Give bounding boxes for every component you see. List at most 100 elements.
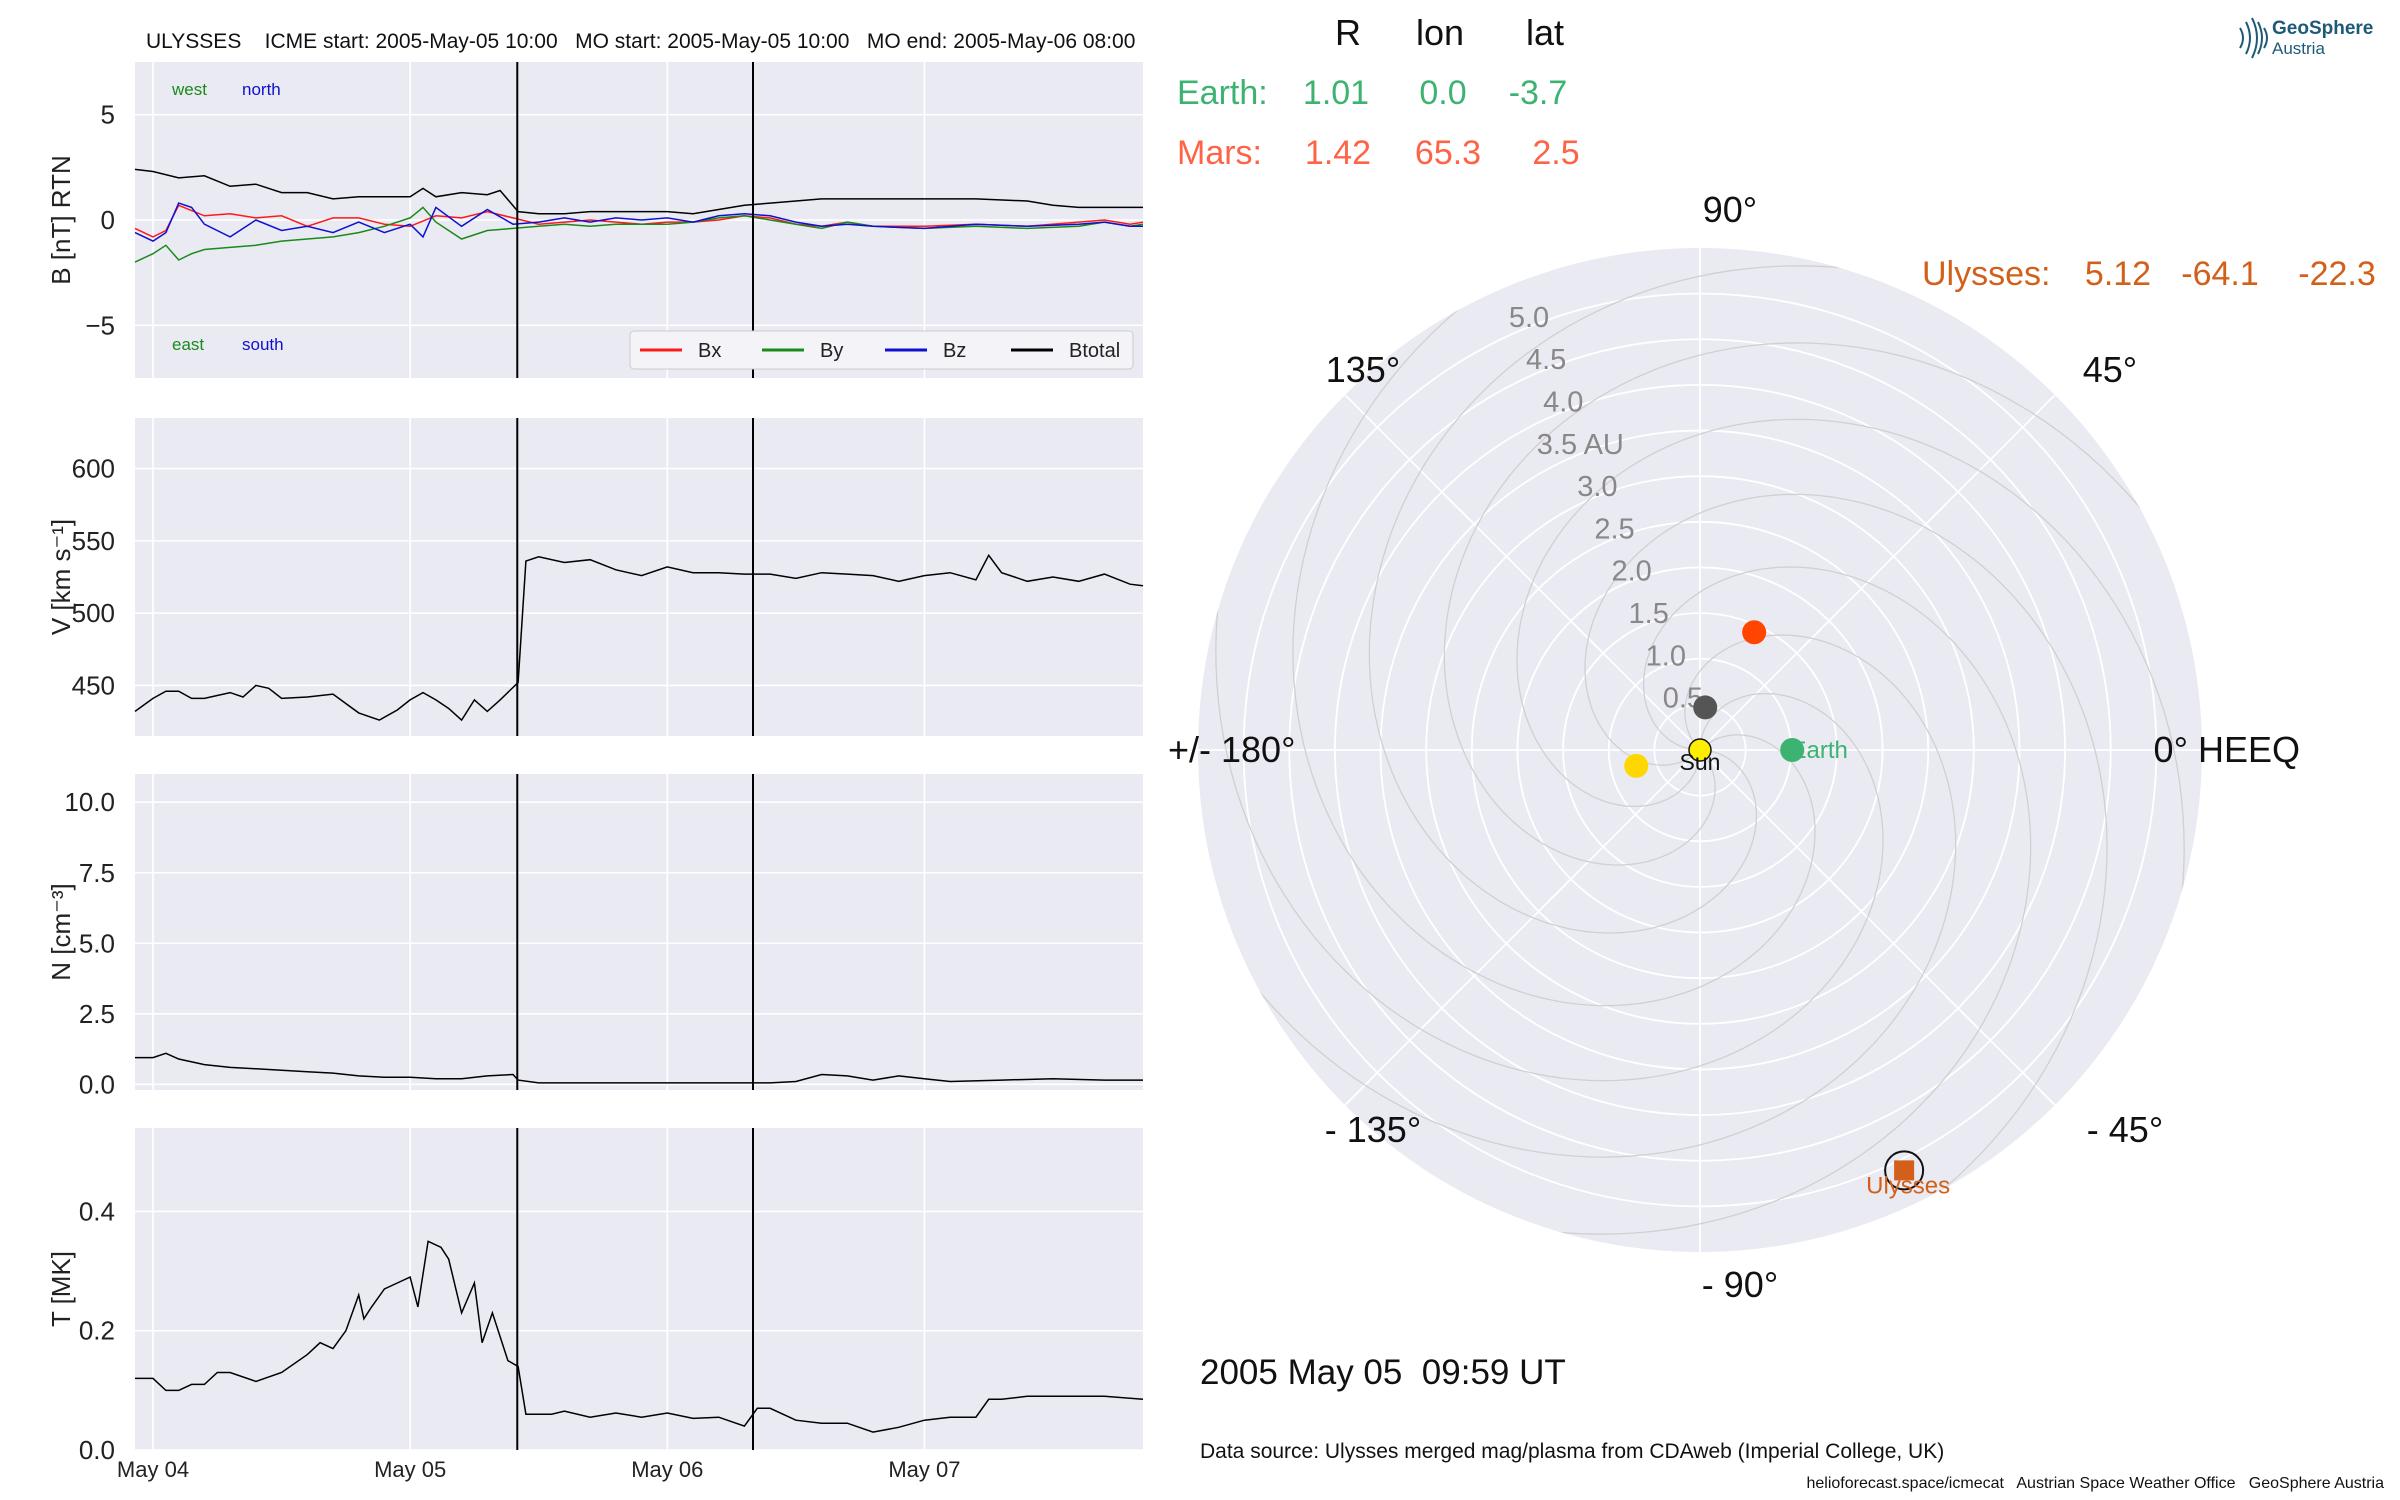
- spiral-line: [1237, 634, 1957, 1158]
- data-source: Data source: Ulysses merged mag/plasma f…: [1200, 1440, 1944, 1463]
- ulysses-label: Ulysses:: [1922, 255, 2050, 293]
- r-tick-label: 1.0: [1646, 640, 1686, 672]
- r-tick-label: 2.0: [1611, 556, 1651, 588]
- panel-background: [135, 1128, 1143, 1450]
- panel-3: 0.0 2.5 5.0 7.5 10.0 N [cm⁻³]: [46, 774, 1143, 1099]
- r-tick-label: 4.0: [1543, 386, 1583, 418]
- mars-marker: [1742, 620, 1767, 645]
- earth-lat: -3.7: [1509, 74, 1568, 112]
- x-tick-label: May 05: [374, 1457, 446, 1482]
- series-line-bx: [134, 204, 1144, 238]
- geosphere-logo: GeoSphere Austria: [2239, 17, 2373, 59]
- panel-background: [135, 418, 1143, 736]
- legend-label: Bx: [698, 340, 721, 362]
- position-table: R lon lat Earth: 1.01 0.0 -3.7 Mars: 1.4…: [1177, 12, 2376, 293]
- r-tick-label: 3.5 AU: [1537, 429, 1624, 461]
- ulysses-lon: -64.1: [2181, 255, 2259, 293]
- y-tick-label: 550: [72, 526, 115, 556]
- panel-background: [135, 774, 1143, 1090]
- credits: helioforecast.space/icmecat Austrian Spa…: [1807, 1475, 2385, 1492]
- series-line-btotal: [134, 168, 1143, 215]
- angle-tick-label: 90°: [1703, 189, 1757, 230]
- y-tick-label: 0.0: [79, 1435, 115, 1465]
- spiral-line: [1516, 418, 2185, 926]
- logo-line2: Austria: [2272, 39, 2325, 58]
- logo-mark-icon: [2239, 17, 2268, 59]
- legend-label: Btotal: [1069, 340, 1120, 362]
- spiral-line: [1368, 265, 1876, 934]
- y-tick-label: 0.0: [79, 1069, 115, 1099]
- angle-tick-label: 135°: [1326, 349, 1400, 390]
- corner-label-south: south: [242, 335, 284, 354]
- angular-grid-line: [1699, 749, 2056, 1106]
- polar-plot: 0.51.01.52.02.53.03.5 AU4.04.55.00° HEEQ…: [1168, 189, 2300, 1305]
- y-tick-label: 0.4: [79, 1196, 115, 1226]
- table-header-lat: lat: [1526, 12, 1564, 53]
- y-tick-label: 600: [72, 454, 115, 484]
- r-tick-label: 4.5: [1526, 344, 1566, 376]
- timestamp: 2005 May 05 09:59 UT: [1200, 1353, 1566, 1392]
- earth-r: 1.01: [1303, 74, 1369, 112]
- spiral-line: [1443, 342, 2163, 866]
- earth-label: Earth:: [1177, 74, 1268, 112]
- y-tick-label: 10.0: [64, 787, 115, 817]
- logo-line1: GeoSphere: [2272, 18, 2373, 39]
- x-tick-label: May 06: [631, 1457, 703, 1482]
- angle-tick-label: 45°: [2083, 349, 2137, 390]
- table-header-r: R: [1335, 12, 1361, 53]
- angular-grid-line: [1344, 394, 1701, 751]
- timeseries-panels: −5 0 5 B [nT] RTN west north east south Bx By Bz Bt…: [46, 62, 1144, 1482]
- y-axis-label: T [MK]: [46, 1251, 76, 1327]
- y-tick-label: 500: [72, 598, 115, 628]
- mars-lon: 65.3: [1415, 134, 1481, 172]
- angular-grid-line: [1699, 394, 2056, 751]
- mars-label: Mars:: [1177, 134, 1262, 172]
- y-tick-label: −5: [85, 310, 115, 340]
- mars-r: 1.42: [1305, 134, 1371, 172]
- series-line: [134, 553, 1144, 722]
- y-axis-label: N [cm⁻³]: [46, 883, 76, 981]
- angle-tick-label: - 90°: [1702, 1264, 1778, 1305]
- sun-marker: [1688, 738, 1712, 762]
- angle-tick-label: - 135°: [1325, 1109, 1421, 1150]
- spiral-line: [1215, 574, 1884, 1082]
- r-tick-label: 2.5: [1594, 513, 1634, 545]
- angle-tick-label: - 45°: [2087, 1109, 2163, 1150]
- legend-frame: [629, 330, 1134, 370]
- r-tick-label: 5.0: [1509, 302, 1549, 334]
- series-line-bz: [134, 202, 1143, 242]
- panel-1: −5 0 5 B [nT] RTN west north east south Bx By Bz Bt…: [46, 62, 1144, 378]
- angle-tick-label: 0° HEEQ: [2154, 729, 2300, 770]
- legend-label: By: [820, 340, 843, 362]
- legend: Bx By Bz Btotal: [629, 330, 1134, 370]
- earth-marker: [1780, 738, 1805, 762]
- legend-label: Bz: [943, 340, 966, 362]
- y-tick-label: 5.0: [79, 928, 115, 958]
- corner-label-west: west: [171, 80, 207, 99]
- panel-4: 0.0 0.2 0.4T [MK] May 04 May 05 May 06 May 07: [46, 1128, 1144, 1482]
- corner-label-east: east: [172, 335, 204, 354]
- y-axis-label: B [nT] RTN: [46, 155, 76, 285]
- ulysses-lat: -22.3: [2298, 255, 2376, 293]
- corner-label-north: north: [242, 80, 281, 99]
- ulysses-text: Ulysses: [1866, 1172, 1950, 1199]
- planet-marker: [1624, 753, 1649, 778]
- spiral-line: [1584, 493, 2108, 1213]
- earth-lon: 0.0: [1419, 74, 1466, 112]
- panel-2: 450 500 550 600 V [km s⁻¹]: [46, 418, 1144, 736]
- series-line: [135, 1240, 1144, 1433]
- ulysses-r: 5.12: [2085, 255, 2151, 293]
- r-tick-label: 1.5: [1629, 598, 1669, 630]
- angular-grid-line: [1344, 749, 1701, 1106]
- r-tick-label: 3.0: [1577, 471, 1617, 503]
- sun-text: Sun: [1680, 749, 1721, 775]
- ulysses-marker: [1894, 1160, 1915, 1181]
- earth-text: Earth: [1790, 737, 1847, 764]
- y-tick-label: 0.2: [79, 1316, 115, 1346]
- angle-tick-label: +/- 180°: [1168, 729, 1295, 770]
- table-header-lon: lon: [1416, 12, 1464, 53]
- y-tick-label: 0: [101, 205, 115, 235]
- spiral-line: [1524, 566, 2032, 1235]
- x-tick-label: May 07: [888, 1457, 960, 1482]
